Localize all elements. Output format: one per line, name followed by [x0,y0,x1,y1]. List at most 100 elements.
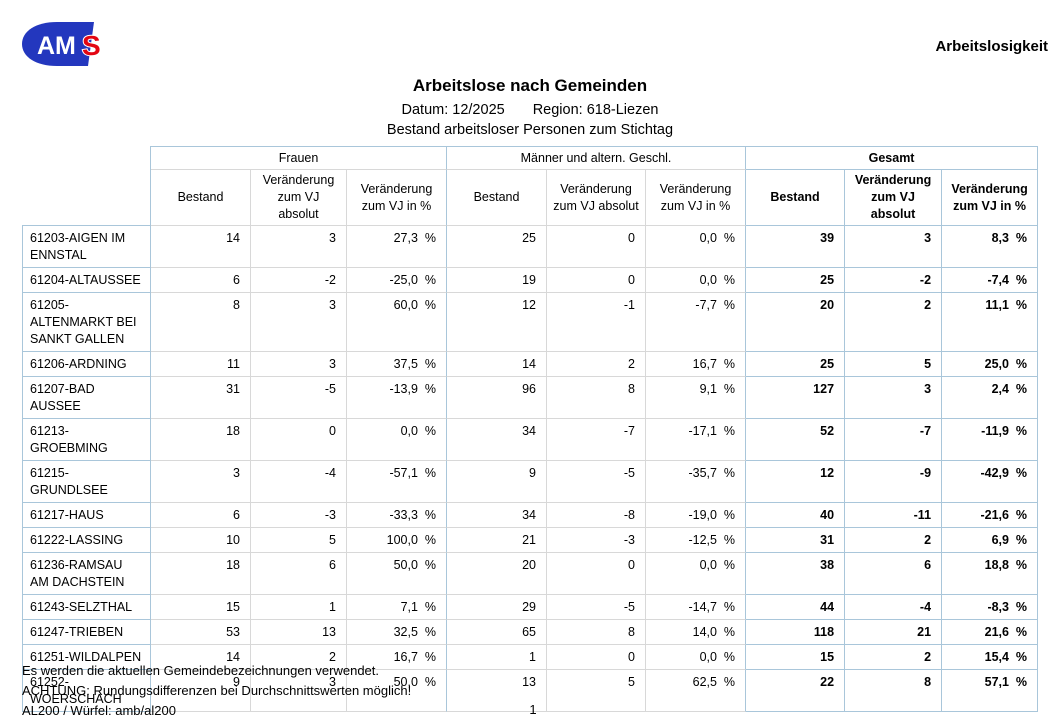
cell-maenner-absolut: 5 [547,670,646,712]
cell-gesamt-prozent: 18,8 % [942,553,1039,595]
cell-gesamt-bestand: 12 [746,461,846,503]
cell-gemeinde: 61251-WILDALPEN [22,645,151,670]
unemployment-table: Frauen Männer und altern. Geschl. Gesamt… [22,146,1039,712]
cell-maenner-bestand: 12 [447,293,547,352]
cell-gesamt-absolut: 2 [845,293,943,352]
footer-note-1: Es werden die aktuellen Gemeindebezeichn… [22,663,380,678]
cell-frauen-bestand: 6 [151,268,251,293]
cell-frauen-prozent: 50,0 % [347,553,447,595]
cell-gesamt-absolut: 3 [845,377,943,419]
cell-gesamt-prozent: 6,9 % [942,528,1039,553]
cell-maenner-prozent: -17,1 % [646,419,747,461]
cell-gesamt-absolut: 2 [845,645,943,670]
cell-frauen-absolut: 6 [251,553,347,595]
report-meta-line: Datum: 12/2025 Region: 618-Liezen [22,102,1038,118]
cell-frauen-absolut: 1 [251,595,347,620]
cell-gemeinde: 61222-LASSING [22,528,151,553]
cell-gemeinde: 61215-GRUNDLSEE [22,461,151,503]
cell-maenner-absolut: -5 [547,461,646,503]
cell-gesamt-bestand: 25 [746,268,846,293]
corner-cell [22,146,151,226]
cell-gesamt-absolut: 5 [845,352,943,377]
cell-frauen-absolut: 5 [251,528,347,553]
cell-frauen-absolut: -5 [251,377,347,419]
group-header-row: Frauen Männer und altern. Geschl. Gesamt [22,146,1039,226]
cell-maenner-bestand: 14 [447,352,547,377]
cell-frauen-prozent: -13,9 % [347,377,447,419]
report-region: Region: 618-Liezen [532,102,659,118]
ams-logo: AM S [22,22,102,66]
cell-gesamt-prozent: -11,9 % [942,419,1039,461]
cell-frauen-bestand: 11 [151,352,251,377]
col-header-maenner-absolut: Veränderung zum VJ absolut [547,170,646,226]
group-header-maenner: Männer und altern. Geschl. [447,146,747,170]
cell-gesamt-bestand: 38 [746,553,846,595]
cell-gesamt-absolut: -11 [845,503,943,528]
cell-gesamt-bestand: 31 [746,528,846,553]
table-row: 61206-ARDNING 11 3 37,5 % 14 2 16,7 % 25 5 25,0 % [22,352,1039,377]
cell-gesamt-absolut: -4 [845,595,943,620]
table-row: 61205- ALTENMARKT BEI SANKT GALLEN 8 3 60,0… [22,293,1039,352]
cell-maenner-absolut: -1 [547,293,646,352]
cell-maenner-bestand: 13 [447,670,547,712]
cell-gesamt-bestand: 52 [746,419,846,461]
cell-frauen-prozent: 100,0 % [347,528,447,553]
cell-maenner-prozent: -12,5 % [646,528,747,553]
table-header: Frauen Männer und altern. Geschl. Gesamt… [22,146,1039,226]
report-category-label: Arbeitslosigkeit [935,38,1048,55]
cell-frauen-absolut: -2 [251,268,347,293]
cell-frauen-bestand: 15 [151,595,251,620]
cell-frauen-absolut: -3 [251,503,347,528]
title-block: Arbeitslose nach Gemeinden Datum: 12/202… [22,76,1038,142]
group-header-gesamt: Gesamt [746,146,1039,170]
cell-frauen-prozent: -57,1 % [347,461,447,503]
cell-gemeinde: 61236-RAMSAU AM DACHSTEIN [22,553,151,595]
cell-frauen-bestand: 10 [151,528,251,553]
cell-frauen-prozent: 0,0 % [347,419,447,461]
cell-maenner-bestand: 20 [447,553,547,595]
cell-gesamt-absolut: 21 [845,620,943,645]
table-row: 61222-LASSING 10 5 100,0 % 21 -3 -12,5 % 31 2 6,9… [22,528,1039,553]
cell-gemeinde: 61213-GROEBMING [22,419,151,461]
cell-gesamt-prozent: 25,0 % [942,352,1039,377]
cell-gesamt-prozent: 11,1 % [942,293,1039,352]
cell-gesamt-prozent: 15,4 % [942,645,1039,670]
cell-maenner-absolut: 2 [547,352,646,377]
cell-maenner-bestand: 34 [447,419,547,461]
cell-maenner-absolut: 8 [547,377,646,419]
col-header-gesamt-bestand: Bestand [746,170,846,226]
cell-frauen-prozent: 16,7 % [347,645,447,670]
table-row: 61215-GRUNDLSEE 3 -4 -57,1 % 9 -5 -35,7 % 12 -9-… [22,461,1039,503]
group-header-frauen: Frauen [151,146,447,170]
cell-maenner-absolut: 0 [547,226,646,268]
col-header-gesamt-prozent: Veränderung zum VJ in % [942,170,1039,226]
cell-gesamt-prozent: 8,3 % [942,226,1039,268]
cell-maenner-absolut: -5 [547,595,646,620]
cell-frauen-prozent: -33,3 % [347,503,447,528]
cell-frauen-prozent: 7,1 % [347,595,447,620]
cell-maenner-absolut: 0 [547,268,646,293]
cell-maenner-bestand: 34 [447,503,547,528]
cell-maenner-absolut: 0 [547,553,646,595]
col-header-frauen-prozent: Veränderung zum VJ in % [347,170,447,226]
cell-maenner-prozent: -7,7 % [646,293,747,352]
footer-note-2: ACHTUNG: Rundungsdifferenzen bei Durchsc… [22,683,412,698]
cell-frauen-bestand: 14 [151,645,251,670]
cell-frauen-absolut: 3 [251,293,347,352]
cell-maenner-prozent: -14,7 % [646,595,747,620]
cell-frauen-bestand: 18 [151,419,251,461]
cell-maenner-prozent: 0,0 % [646,645,747,670]
col-header-frauen-bestand: Bestand [151,170,251,226]
cell-gemeinde: 61207-BAD AUSSEE [22,377,151,419]
cell-frauen-absolut: -4 [251,461,347,503]
cell-gesamt-bestand: 25 [746,352,846,377]
cell-gesamt-bestand: 118 [746,620,846,645]
table-row: 61203-AIGEN IM ENNSTAL 14 3 27,3 % 25 0 0,0 % 3… [22,226,1039,268]
cell-maenner-absolut: 0 [547,645,646,670]
table-row: 61251-WILDALPEN 14 2 16,7 % 1 0 0,0 % 15 2 15,4 % [22,645,1039,670]
cell-gesamt-prozent: -7,4 % [942,268,1039,293]
cell-maenner-prozent: 0,0 % [646,268,747,293]
cell-maenner-absolut: 8 [547,620,646,645]
cell-gesamt-bestand: 20 [746,293,846,352]
cell-maenner-prozent: -35,7 % [646,461,747,503]
